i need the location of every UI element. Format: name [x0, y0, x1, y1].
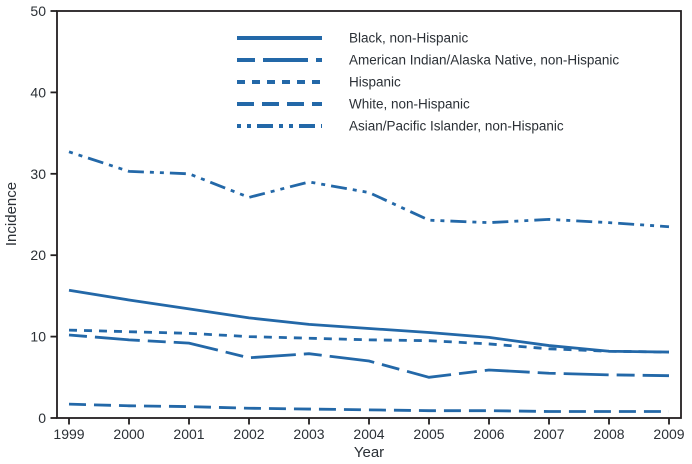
x-tick-label: 2006 [473, 426, 504, 442]
x-tick-label: 2007 [533, 426, 564, 442]
y-tick-label: 40 [30, 84, 46, 100]
series-line [68, 333, 670, 379]
x-tick-label: 2008 [593, 426, 624, 442]
y-axis-ticks: 0 10 20 30 40 50 [30, 3, 57, 426]
x-tick-label: 2003 [293, 426, 324, 442]
x-tick-label: 1999 [53, 426, 84, 442]
x-tick-label: 2009 [653, 426, 684, 442]
y-tick-label: 20 [30, 247, 46, 263]
y-axis-title: Incidence [3, 182, 20, 246]
x-axis-title: Year [354, 444, 384, 461]
y-tick-label: 50 [30, 3, 46, 19]
legend-label: Black, non-Hispanic [349, 31, 469, 46]
series-line [68, 150, 670, 229]
legend-label: White, non-Hispanic [349, 97, 470, 112]
x-tick-label: 2001 [173, 426, 204, 442]
y-tick-label: 10 [30, 329, 46, 345]
series-line [68, 402, 669, 413]
x-tick-label: 2002 [233, 426, 264, 442]
legend-label: Asian/Pacific Islander, non-Hispanic [349, 119, 564, 134]
x-tick-label: 2004 [353, 426, 384, 442]
series-line [68, 288, 670, 354]
y-tick-label: 0 [38, 410, 46, 426]
x-axis-ticks: 1999 2000 2001 2002 2003 2004 2005 2006 2007 2008… [53, 418, 685, 442]
data-series-lines [68, 150, 670, 413]
series-line [68, 328, 670, 354]
y-tick-label: 30 [30, 166, 46, 182]
legend-label: American Indian/Alaska Native, non-Hispa… [349, 53, 619, 68]
legend-label: Hispanic [349, 75, 401, 90]
x-tick-label: 2000 [113, 426, 144, 442]
plot-border [56, 10, 682, 419]
x-tick-label: 2005 [413, 426, 444, 442]
legend: Black, non-Hispanic American Indian/Alask… [237, 31, 619, 134]
